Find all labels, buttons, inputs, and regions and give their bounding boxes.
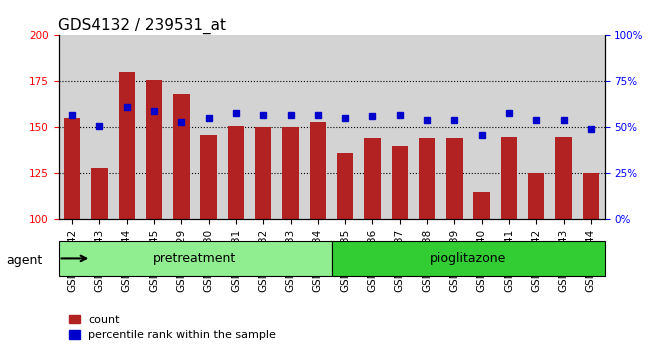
Bar: [582, 173, 599, 219]
Bar: [337, 153, 354, 219]
Bar: [446, 138, 463, 219]
Bar: [200, 135, 217, 219]
Bar: [118, 72, 135, 219]
Text: GDS4132 / 239531_at: GDS4132 / 239531_at: [58, 18, 226, 34]
Bar: [364, 138, 381, 219]
Bar: [91, 168, 108, 219]
Bar: [227, 126, 244, 219]
Bar: [64, 118, 81, 219]
FancyBboxPatch shape: [332, 241, 604, 276]
Text: pioglitazone: pioglitazone: [430, 252, 506, 265]
Bar: [173, 94, 190, 219]
Text: pretreatment: pretreatment: [153, 252, 237, 265]
Bar: [282, 127, 299, 219]
Bar: [146, 80, 162, 219]
Legend: count, percentile rank within the sample: count, percentile rank within the sample: [64, 310, 281, 345]
FancyBboxPatch shape: [58, 241, 332, 276]
Bar: [555, 137, 572, 219]
Bar: [309, 122, 326, 219]
Bar: [473, 192, 490, 219]
Bar: [391, 146, 408, 219]
Bar: [528, 173, 545, 219]
Text: agent: agent: [6, 254, 43, 267]
Bar: [500, 137, 517, 219]
Bar: [255, 127, 272, 219]
Bar: [419, 138, 436, 219]
